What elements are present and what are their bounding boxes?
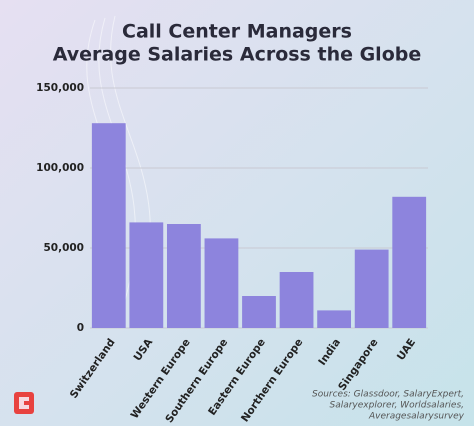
bar [242,296,276,328]
chart-title: Call Center Managers [122,21,352,43]
y-tick-label: 150,000 [36,82,84,94]
source-note: Salaryexplorer, Worldsalaries, [329,401,464,411]
bar [392,196,427,328]
bar [204,238,239,328]
y-tick-label: 100,000 [36,162,84,174]
bar [91,123,126,328]
source-note: Sources: Glassdoor, SalaryExpert, [312,390,464,400]
chart-title: Average Salaries Across the Globe [53,44,422,66]
y-tick-label: 50,000 [43,242,84,254]
source-note: Averagesalarysurvey [368,412,465,422]
bar [317,310,352,328]
logo [14,392,34,414]
bar [166,224,201,328]
bar [129,222,164,328]
y-tick-label: 0 [77,322,84,334]
bar [279,272,314,328]
bar [354,249,389,328]
